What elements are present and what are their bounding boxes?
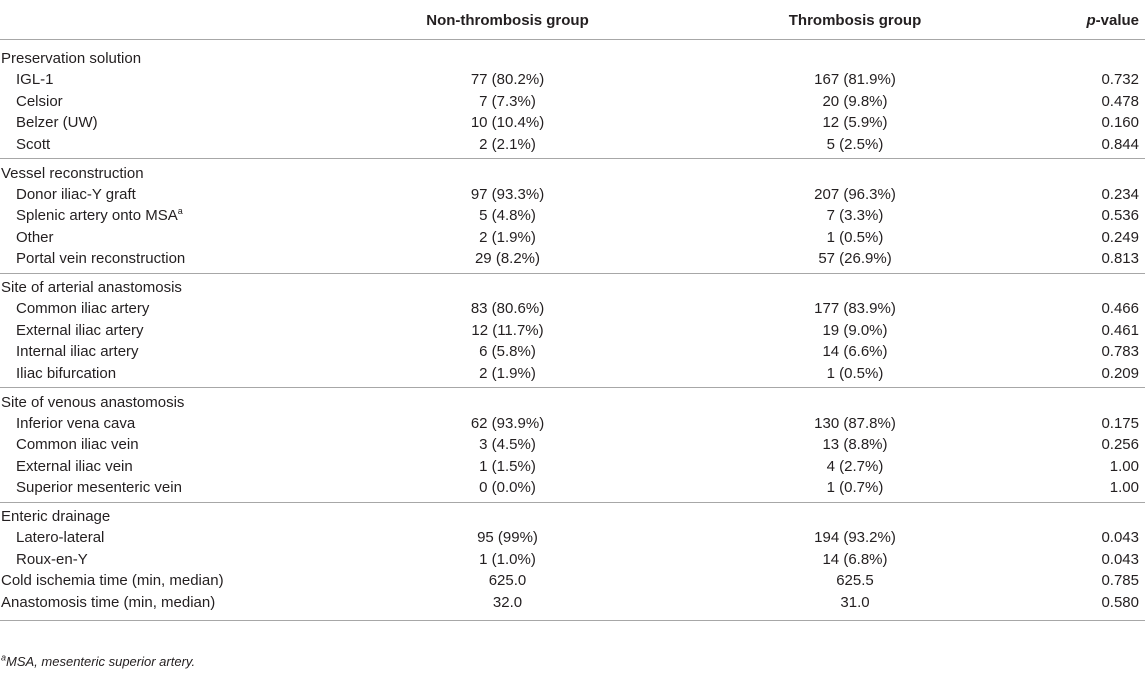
row-label: IGL-1 — [16, 71, 54, 89]
non-thrombosis-value: 2 (2.1%) — [479, 135, 536, 153]
non-thrombosis-value: 83 (80.6%) — [470, 300, 545, 318]
header-thrombosis: Thrombosis group — [788, 12, 922, 29]
section-title: Site of venous anastomosis — [1, 393, 185, 411]
thrombosis-value: 177 (83.9%) — [814, 300, 896, 318]
row-label: Anastomosis time (min, median) — [1, 593, 216, 611]
p-value: 0.043 — [1101, 550, 1139, 568]
thrombosis-value: 14 (6.8%) — [822, 550, 888, 568]
non-thrombosis-value: 1 (1.5%) — [479, 457, 536, 475]
header-rule — [0, 39, 1145, 40]
thrombosis-value: 5 (2.5%) — [826, 135, 884, 153]
p-value: 0.256 — [1101, 436, 1139, 454]
row-label: Donor iliac-Y graft — [16, 185, 136, 203]
row-label: Belzer (UW) — [16, 114, 98, 132]
row-label: Latero-lateral — [16, 529, 105, 547]
p-value: 0.844 — [1101, 135, 1139, 153]
thrombosis-value: 4 (2.7%) — [826, 457, 884, 475]
thrombosis-value: 7 (3.3%) — [826, 207, 884, 225]
non-thrombosis-value: 10 (10.4%) — [470, 114, 545, 132]
non-thrombosis-value: 6 (5.8%) — [479, 343, 536, 361]
non-thrombosis-value: 95 (99%) — [477, 529, 538, 547]
row-label: Iliac bifurcation — [16, 364, 117, 382]
row-label: Scott — [16, 135, 51, 153]
p-value: 1.00 — [1109, 479, 1139, 497]
thrombosis-value: 167 (81.9%) — [814, 71, 896, 89]
thrombosis-value: 14 (6.6%) — [822, 343, 888, 361]
non-thrombosis-value: 12 (11.7%) — [471, 321, 544, 339]
footnote: aMSA, mesenteric superior artery. — [1, 652, 196, 669]
row-label: Common iliac artery — [16, 300, 150, 318]
row-label: Portal vein reconstruction — [16, 250, 186, 268]
non-thrombosis-value: 2 (1.9%) — [479, 364, 536, 382]
p-value: 0.580 — [1101, 593, 1139, 611]
non-thrombosis-value: 1 (1.0%) — [479, 550, 536, 568]
section-title: Vessel reconstruction — [1, 164, 144, 182]
row-label: Common iliac vein — [16, 436, 139, 454]
thrombosis-value: 1 (0.7%) — [826, 479, 884, 497]
p-value: 0.209 — [1101, 364, 1139, 382]
p-value: 0.732 — [1101, 71, 1139, 89]
non-thrombosis-value: 0 (0.0%) — [479, 479, 536, 497]
non-thrombosis-value: 77 (80.2%) — [470, 71, 545, 89]
non-thrombosis-value: 29 (8.2%) — [474, 250, 541, 268]
p-value: 0.785 — [1101, 572, 1139, 590]
thrombosis-value: 207 (96.3%) — [814, 185, 896, 203]
p-value: 0.478 — [1101, 92, 1139, 110]
thrombosis-value: 194 (93.2%) — [814, 529, 896, 547]
p-value: 0.160 — [1101, 114, 1139, 132]
thrombosis-value: 1 (0.5%) — [826, 364, 884, 382]
p-value: 0.536 — [1101, 207, 1139, 225]
row-label: External iliac vein — [16, 457, 133, 475]
thrombosis-value: 13 (8.8%) — [822, 436, 888, 454]
thrombosis-value: 1 (0.5%) — [826, 228, 884, 246]
p-value: 0.234 — [1101, 185, 1139, 203]
row-label: Superior mesenteric vein — [16, 479, 182, 497]
non-thrombosis-value: 5 (4.8%) — [479, 207, 536, 225]
p-value: 0.813 — [1101, 250, 1139, 268]
p-value: 0.461 — [1101, 321, 1139, 339]
section-divider — [0, 158, 1145, 159]
section-divider — [0, 501, 1145, 503]
header-p-value: p-value — [1086, 12, 1139, 29]
thrombosis-value: 57 (26.9%) — [818, 250, 892, 268]
thrombosis-value: 19 (9.0%) — [822, 321, 888, 339]
non-thrombosis-value: 32.0 — [492, 593, 523, 611]
thrombosis-value: 12 (5.9%) — [822, 114, 888, 132]
row-label: Roux-en-Y — [16, 550, 88, 568]
thrombosis-value: 130 (87.8%) — [814, 414, 896, 432]
section-title: Preservation solution — [1, 50, 142, 67]
table-bottom-rule — [0, 620, 1145, 621]
row-label: Cold ischemia time (min, median) — [1, 572, 224, 590]
row-label: Inferior vena cava — [16, 414, 136, 432]
section-divider — [0, 272, 1145, 274]
row-label: External iliac artery — [16, 321, 144, 339]
non-thrombosis-value: 7 (7.3%) — [479, 92, 536, 110]
non-thrombosis-value: 625.0 — [488, 572, 527, 590]
thrombosis-value: 31.0 — [840, 593, 870, 611]
row-label: Splenic artery onto MSAa — [16, 206, 183, 225]
thrombosis-value: 20 (9.8%) — [822, 92, 888, 110]
p-value: 0.783 — [1101, 343, 1139, 361]
row-label: Other — [16, 228, 54, 246]
p-value: 0.175 — [1101, 414, 1139, 432]
p-value: 0.249 — [1101, 228, 1139, 246]
row-label: Celsior — [16, 92, 63, 110]
non-thrombosis-value: 62 (93.9%) — [470, 414, 545, 432]
thrombosis-value: 625.5 — [836, 572, 874, 590]
p-value: 0.466 — [1101, 300, 1139, 318]
p-value: 0.043 — [1101, 529, 1139, 547]
footnote-marker: a — [177, 206, 183, 217]
non-thrombosis-value: 2 (1.9%) — [479, 228, 536, 246]
header-non-thrombosis: Non-thrombosis group — [426, 12, 589, 29]
p-value: 1.00 — [1109, 457, 1139, 475]
row-label: Internal iliac artery — [16, 343, 139, 361]
non-thrombosis-value: 97 (93.3%) — [470, 185, 545, 203]
section-title: Site of arterial anastomosis — [1, 279, 182, 296]
non-thrombosis-value: 3 (4.5%) — [479, 436, 536, 454]
section-divider — [0, 387, 1145, 388]
section-title: Enteric drainage — [1, 508, 111, 525]
